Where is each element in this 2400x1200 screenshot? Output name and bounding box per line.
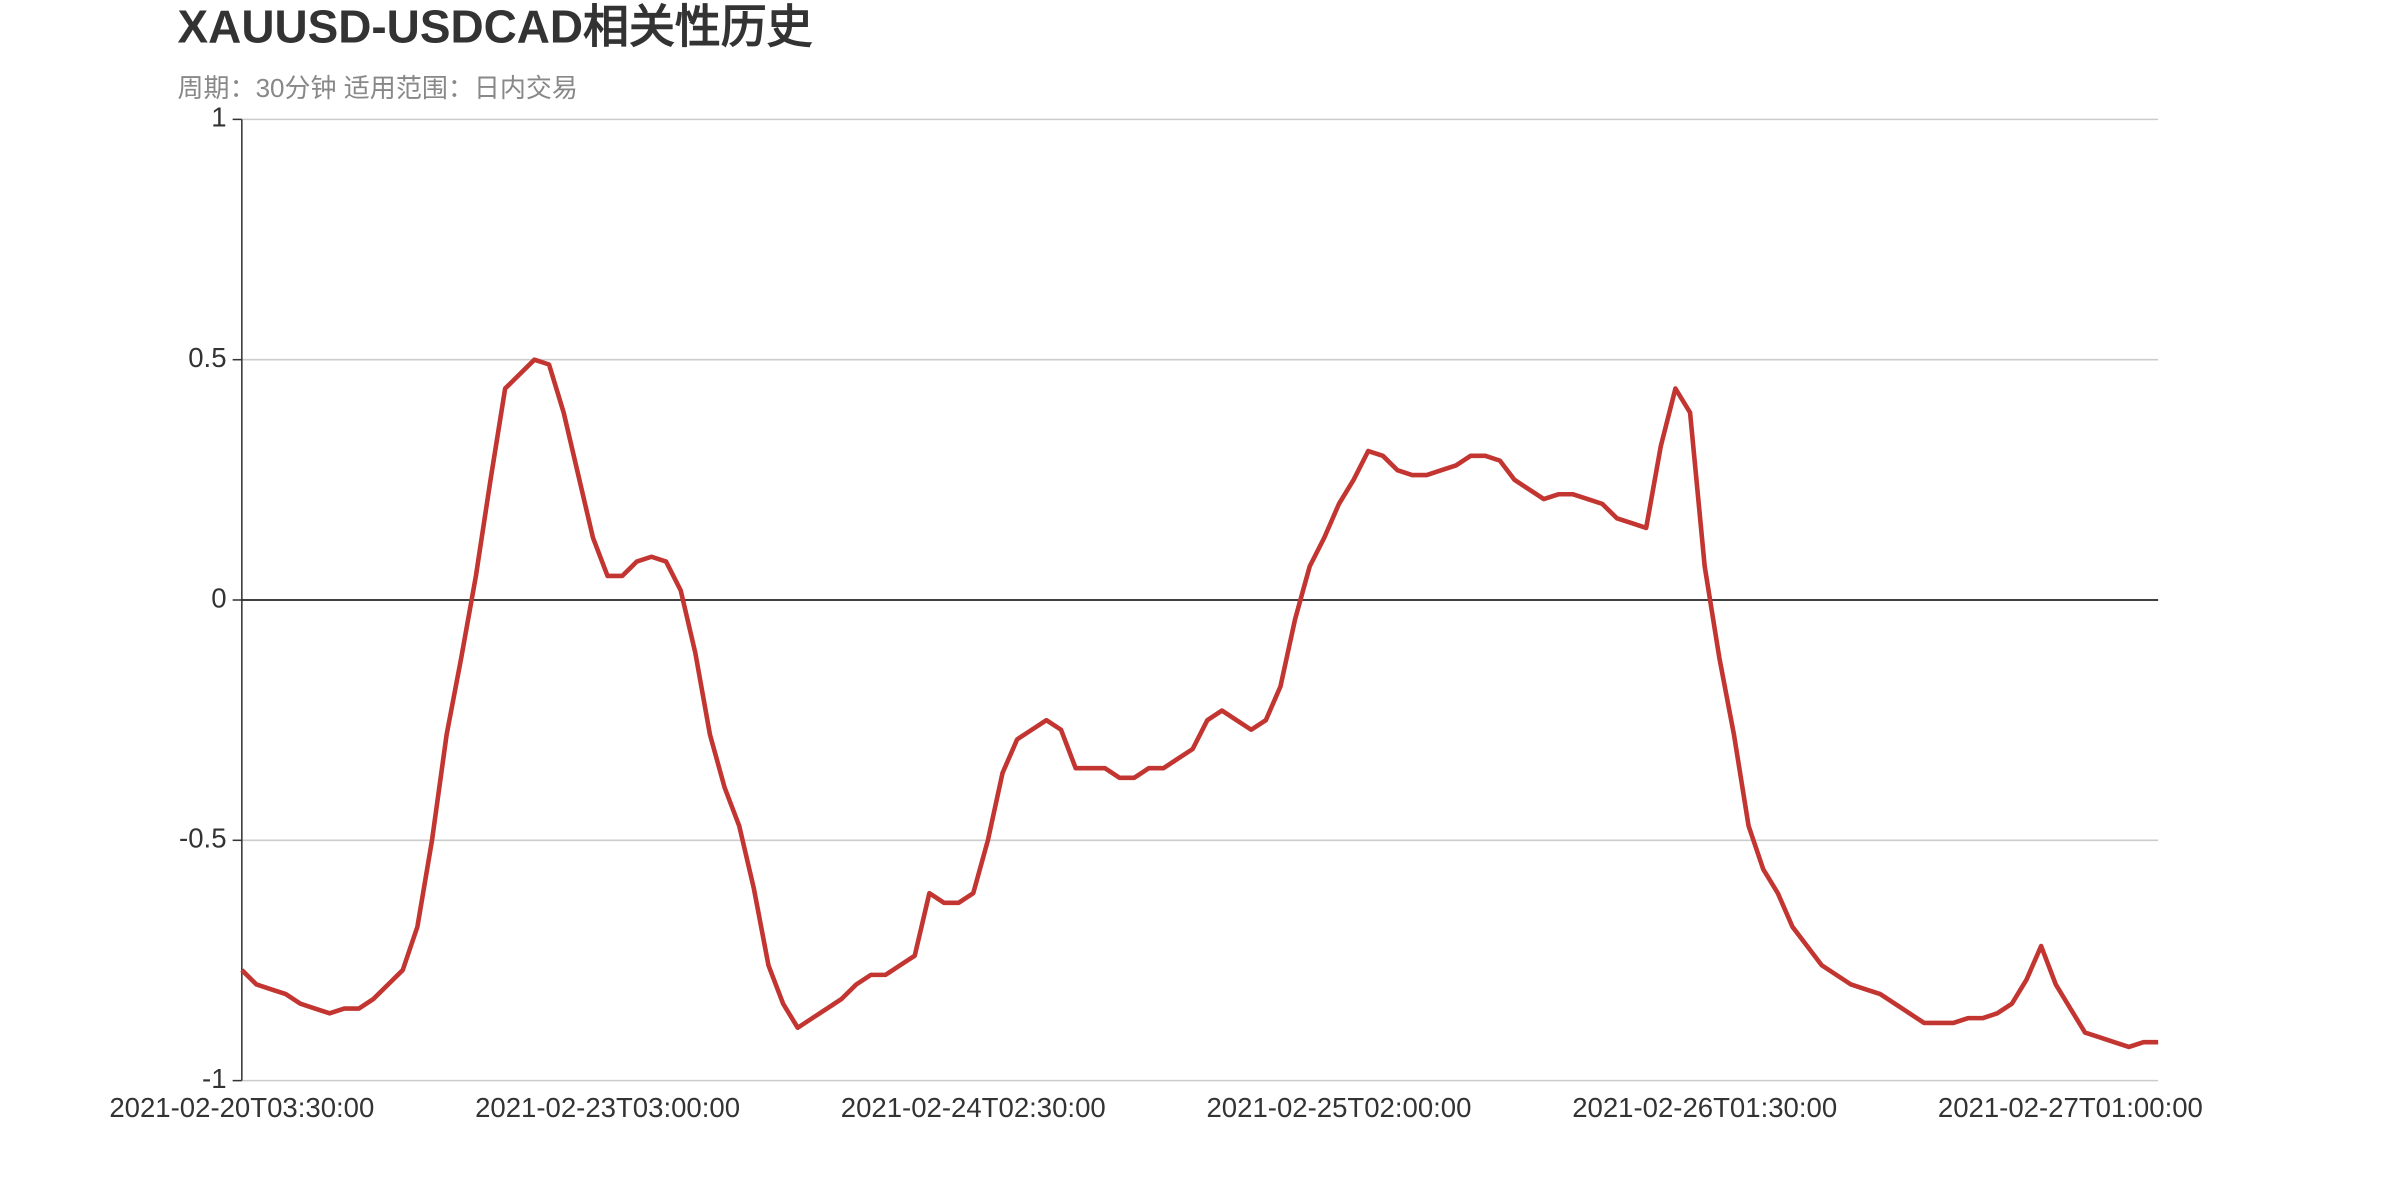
y-tick-label: 0.5	[188, 342, 226, 373]
chart-subtitle: 周期：30分钟 适用范围：日内交易	[178, 73, 578, 103]
y-tick-label: -0.5	[179, 823, 226, 854]
x-tick-label: 2021-02-26T01:30:00	[1572, 1092, 1837, 1123]
x-tick-label: 2021-02-27T01:00:00	[1938, 1092, 2203, 1123]
x-tick-label: 2021-02-23T03:00:00	[475, 1092, 740, 1123]
y-tick-label: 0	[211, 582, 226, 613]
chart-title: XAUUSD-USDCAD相关性历史	[178, 1, 813, 53]
x-tick-label: 2021-02-20T03:30:00	[109, 1092, 374, 1123]
y-tick-label: -1	[202, 1063, 227, 1094]
x-tick-label: 2021-02-24T02:30:00	[841, 1092, 1106, 1123]
line-series	[240, 357, 2159, 1050]
y-tick-label: 1	[211, 102, 226, 133]
x-tick-label: 2021-02-25T02:00:00	[1206, 1092, 1471, 1123]
